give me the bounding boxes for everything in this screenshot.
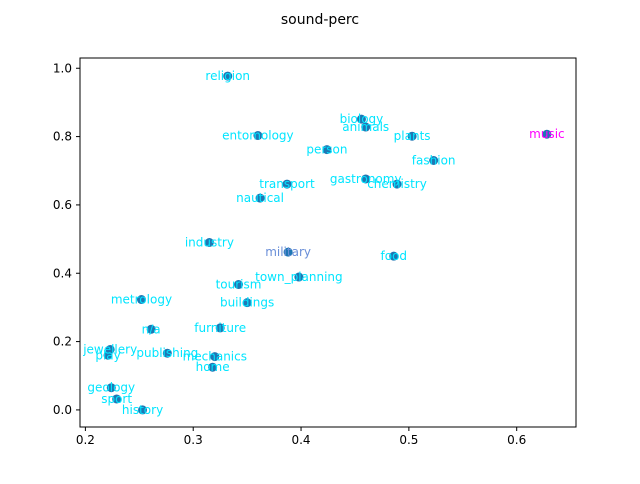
data-point (204, 238, 214, 247)
data-point (103, 350, 113, 360)
data-point (283, 247, 293, 257)
data-point (242, 298, 252, 308)
data-point (210, 352, 220, 362)
data-point (392, 179, 402, 189)
data-point (112, 394, 122, 404)
data-label: plants (394, 129, 431, 143)
data-label: music (529, 127, 564, 141)
data-point (138, 405, 148, 415)
data-point (282, 179, 292, 189)
data-label: n/a (142, 322, 161, 336)
data-point (389, 251, 399, 261)
data-point (429, 156, 439, 165)
y-tick-label: 0.6 (53, 198, 72, 212)
data-point (361, 122, 371, 132)
data-point (407, 131, 417, 141)
data-point (215, 323, 225, 333)
data-label: jewellery (82, 342, 137, 356)
data-label: play (95, 348, 120, 362)
data-label: home (196, 360, 230, 374)
data-label: industry (185, 236, 234, 250)
data-label: tourism (216, 278, 262, 292)
data-point (223, 71, 233, 81)
data-label: history (122, 403, 163, 417)
data-point (208, 362, 218, 372)
data-point (106, 383, 116, 393)
y-tick-label: 0.0 (53, 403, 72, 417)
data-label: sport (101, 392, 132, 406)
data-label: metrology (111, 293, 172, 307)
data-label: mechanics (183, 350, 247, 364)
data-label: nautical (236, 191, 284, 205)
data-label: transport (259, 177, 315, 191)
data-point (253, 131, 263, 141)
data-point (162, 348, 172, 358)
x-tick-label: 0.3 (184, 433, 203, 447)
data-point (136, 295, 146, 305)
x-tick-label: 0.6 (507, 433, 526, 447)
data-label: entomology (222, 129, 293, 143)
x-tick-label: 0.4 (291, 433, 310, 447)
data-point (294, 272, 304, 282)
y-tick-label: 0.4 (53, 266, 72, 280)
plot-frame (79, 57, 577, 428)
data-point (322, 145, 332, 155)
y-tick-label: 1.0 (53, 61, 72, 75)
data-point (255, 193, 265, 203)
x-tick-label: 0.2 (76, 433, 95, 447)
data-label: fashion (412, 154, 456, 168)
data-point (542, 129, 552, 139)
data-label: military (265, 245, 311, 259)
data-point (234, 280, 244, 290)
data-label: town_planning (255, 270, 343, 284)
data-point (356, 114, 366, 124)
data-label: person (306, 143, 347, 157)
data-point (146, 324, 156, 334)
data-label: chemistry (367, 177, 427, 191)
data-point (361, 174, 371, 184)
plot-area: 0.2 0.3 0.4 0.5 0.6 0.0 0.2 0.4 0.6 0.8 1.0 religio… (53, 57, 577, 447)
y-tick-label: 0.2 (53, 335, 72, 349)
data-label: publishing (136, 346, 198, 360)
data-label: furniture (194, 321, 246, 335)
data-label: biology (340, 112, 384, 126)
data-label: geology (87, 381, 135, 395)
data-label: food (381, 249, 408, 263)
data-label: gastronomy (330, 172, 402, 186)
x-tick-label: 0.5 (399, 433, 418, 447)
chart-title: sound-perc (281, 12, 359, 28)
data-label: religion (205, 69, 250, 83)
y-tick-label: 0.8 (53, 130, 72, 144)
data-label: buildings (220, 296, 274, 310)
data-label: animals (342, 120, 389, 134)
